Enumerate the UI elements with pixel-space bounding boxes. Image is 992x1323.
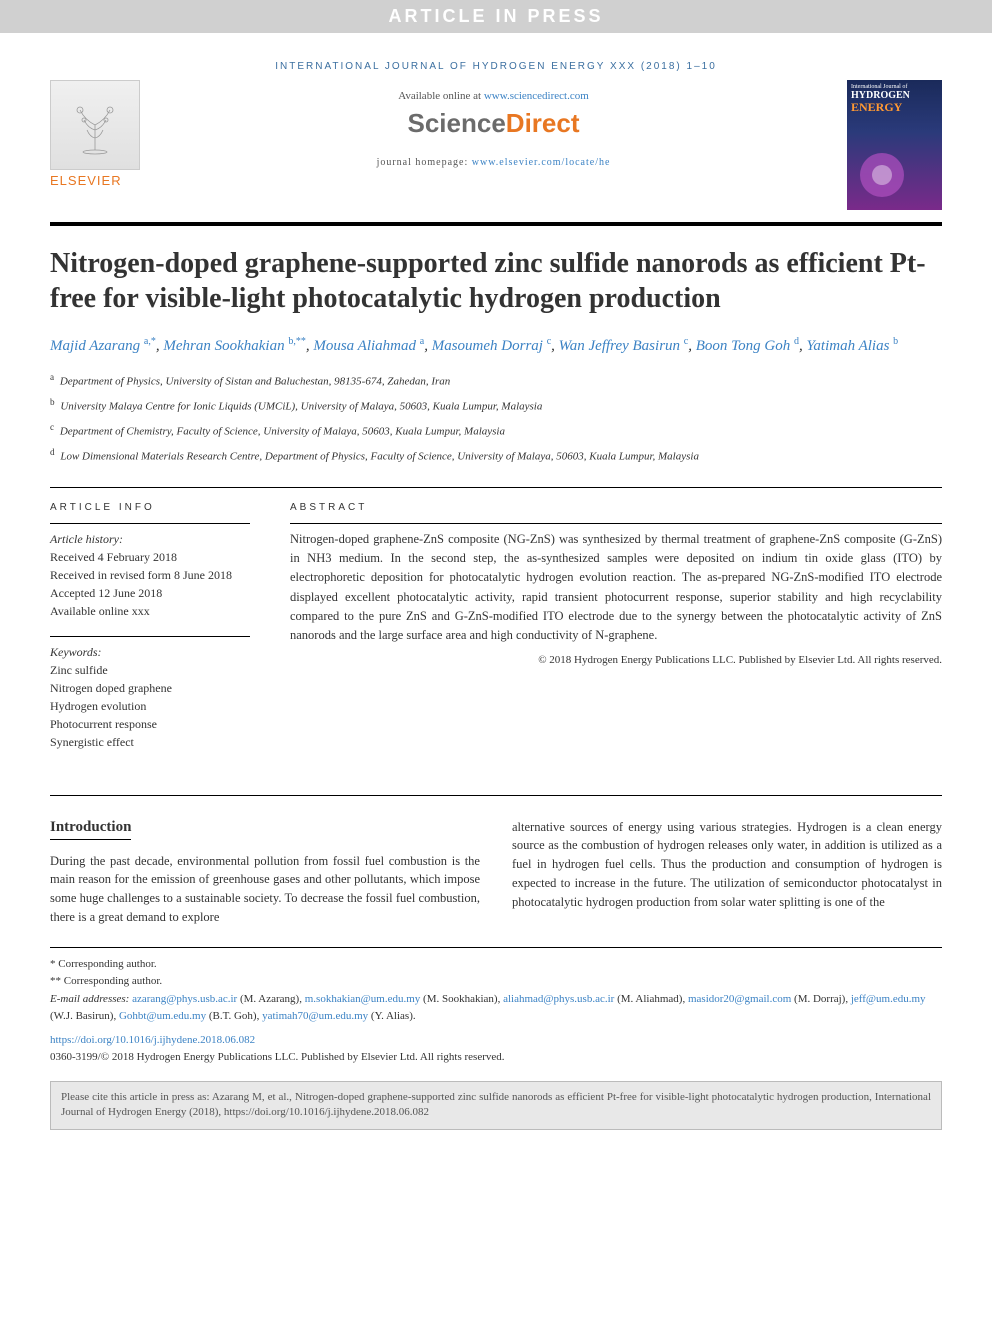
email-link[interactable]: Gohbt@um.edu.my bbox=[119, 1010, 206, 1022]
journal-homepage-line: journal homepage: www.elsevier.com/locat… bbox=[155, 157, 832, 168]
author-affil-sup: d bbox=[794, 336, 799, 347]
footnotes: * Corresponding author. ** Corresponding… bbox=[50, 947, 942, 1068]
sciencedirect-link[interactable]: www.sciencedirect.com bbox=[484, 90, 589, 102]
keyword: Photocurrent response bbox=[50, 715, 250, 733]
author-affil-sup: c bbox=[684, 336, 688, 347]
introduction-heading: Introduction bbox=[50, 819, 131, 840]
elsevier-logo: ELSEVIER bbox=[50, 80, 140, 188]
authors-list: Majid Azarang a,*, Mehran Sookhakian b,*… bbox=[50, 334, 942, 358]
email-who: (M. Dorraj) bbox=[794, 993, 845, 1005]
available-online-line: Available online at www.sciencedirect.co… bbox=[155, 90, 832, 102]
affiliation: c Department of Chemistry, Faculty of Sc… bbox=[50, 420, 942, 441]
sd-science: Science bbox=[408, 108, 506, 138]
email-who: (Y. Alias) bbox=[371, 1010, 413, 1022]
abstract-column: ABSTRACT Nitrogen-doped graphene-ZnS com… bbox=[290, 502, 942, 767]
journal-cover-thumbnail: International Journal of HYDROGEN ENERGY bbox=[847, 80, 942, 210]
email-who: (B.T. Goh) bbox=[209, 1010, 257, 1022]
email-who: (M. Sookhakian) bbox=[423, 993, 498, 1005]
affiliation-text: University Malaya Centre for Ionic Liqui… bbox=[60, 400, 542, 412]
affiliation: d Low Dimensional Materials Research Cen… bbox=[50, 445, 942, 466]
article-history-block: Article history: Received 4 February 201… bbox=[50, 523, 250, 620]
journal-citation-line: INTERNATIONAL JOURNAL OF HYDROGEN ENERGY… bbox=[50, 53, 942, 80]
keyword: Synergistic effect bbox=[50, 733, 250, 751]
affiliation: a Department of Physics, University of S… bbox=[50, 370, 942, 391]
author-link[interactable]: Masoumeh Dorraj bbox=[432, 338, 543, 354]
accepted-date: Accepted 12 June 2018 bbox=[50, 584, 250, 602]
intro-paragraph-1: During the past decade, environmental po… bbox=[50, 852, 480, 927]
article-info-label: ARTICLE INFO bbox=[50, 502, 250, 513]
affiliation-text: Department of Chemistry, Faculty of Scie… bbox=[60, 426, 505, 438]
email-who: (W.J. Basirun) bbox=[50, 1010, 113, 1022]
divider bbox=[50, 795, 942, 796]
citation-box: Please cite this article in press as: Az… bbox=[50, 1081, 942, 1130]
sd-direct: Direct bbox=[506, 108, 580, 138]
email-addresses-line: E-mail addresses: azarang@phys.usb.ac.ir… bbox=[50, 991, 942, 1026]
email-link[interactable]: azarang@phys.usb.ac.ir bbox=[132, 993, 237, 1005]
email-link[interactable]: masidor20@gmail.com bbox=[688, 993, 791, 1005]
keywords-block: Keywords: Zinc sulfide Nitrogen doped gr… bbox=[50, 636, 250, 751]
elsevier-tree-icon bbox=[50, 80, 140, 170]
author-link[interactable]: Wan Jeffrey Basirun bbox=[559, 338, 680, 354]
page-content: INTERNATIONAL JOURNAL OF HYDROGEN ENERGY… bbox=[0, 33, 992, 1150]
history-label: Article history: bbox=[50, 530, 250, 548]
abstract-label: ABSTRACT bbox=[290, 502, 942, 513]
cover-energy: ENERGY bbox=[851, 101, 938, 114]
doi-link[interactable]: https://doi.org/10.1016/j.ijhydene.2018.… bbox=[50, 1034, 255, 1046]
article-in-press-banner: ARTICLE IN PRESS bbox=[0, 0, 992, 33]
author-affil-sup: a,* bbox=[144, 336, 156, 347]
affiliation-text: Low Dimensional Materials Research Centr… bbox=[60, 451, 699, 463]
received-date: Received 4 February 2018 bbox=[50, 548, 250, 566]
email-who: (M. Aliahmad) bbox=[617, 993, 682, 1005]
abstract-copyright: © 2018 Hydrogen Energy Publications LLC.… bbox=[290, 654, 942, 666]
introduction-section: Introduction During the past decade, env… bbox=[50, 818, 942, 927]
header-center: Available online at www.sciencedirect.co… bbox=[155, 80, 832, 168]
keywords-label: Keywords: bbox=[50, 643, 250, 661]
email-link[interactable]: aliahmad@phys.usb.ac.ir bbox=[503, 993, 614, 1005]
corresponding-author-1: * Corresponding author. bbox=[50, 956, 942, 974]
elsevier-wordmark: ELSEVIER bbox=[50, 173, 140, 188]
header-box: ELSEVIER Available online at www.science… bbox=[50, 80, 942, 226]
info-abstract-row: ARTICLE INFO Article history: Received 4… bbox=[50, 487, 942, 767]
abstract-text: Nitrogen-doped graphene-ZnS composite (N… bbox=[290, 523, 942, 646]
author-affil-sup: b,** bbox=[288, 336, 306, 347]
article-info-column: ARTICLE INFO Article history: Received 4… bbox=[50, 502, 250, 767]
email-label: E-mail addresses: bbox=[50, 993, 132, 1005]
keyword: Zinc sulfide bbox=[50, 661, 250, 679]
author-affil-sup: a bbox=[420, 336, 424, 347]
email-link[interactable]: jeff@um.edu.my bbox=[851, 993, 926, 1005]
affiliation: b University Malaya Centre for Ionic Liq… bbox=[50, 395, 942, 416]
available-prefix: Available online at bbox=[398, 90, 484, 102]
intro-paragraph-2: alternative sources of energy using vari… bbox=[512, 818, 942, 912]
sciencedirect-logo: ScienceDirect bbox=[155, 108, 832, 139]
online-date: Available online xxx bbox=[50, 602, 250, 620]
email-who: (M. Azarang) bbox=[240, 993, 299, 1005]
author-affil-sup: b bbox=[893, 336, 898, 347]
email-link[interactable]: m.sokhakian@um.edu.my bbox=[305, 993, 421, 1005]
article-title: Nitrogen-doped graphene-supported zinc s… bbox=[50, 246, 942, 316]
keyword: Hydrogen evolution bbox=[50, 697, 250, 715]
author-link[interactable]: Mousa Aliahmad bbox=[313, 338, 416, 354]
author-link[interactable]: Mehran Sookhakian bbox=[163, 338, 284, 354]
revised-date: Received in revised form 8 June 2018 bbox=[50, 566, 250, 584]
issn-line: 0360-3199/© 2018 Hydrogen Energy Publica… bbox=[50, 1049, 942, 1067]
corresponding-author-2: ** Corresponding author. bbox=[50, 973, 942, 991]
email-link[interactable]: yatimah70@um.edu.my bbox=[262, 1010, 368, 1022]
author-link[interactable]: Majid Azarang bbox=[50, 338, 140, 354]
keyword: Nitrogen doped graphene bbox=[50, 679, 250, 697]
author-link[interactable]: Boon Tong Goh bbox=[696, 338, 790, 354]
affiliation-text: Department of Physics, University of Sis… bbox=[60, 375, 450, 387]
author-affil-sup: c bbox=[547, 336, 551, 347]
homepage-prefix: journal homepage: bbox=[377, 157, 472, 168]
doi-line: https://doi.org/10.1016/j.ijhydene.2018.… bbox=[50, 1032, 942, 1050]
author-link[interactable]: Yatimah Alias bbox=[806, 338, 889, 354]
journal-homepage-link[interactable]: www.elsevier.com/locate/he bbox=[472, 157, 611, 168]
